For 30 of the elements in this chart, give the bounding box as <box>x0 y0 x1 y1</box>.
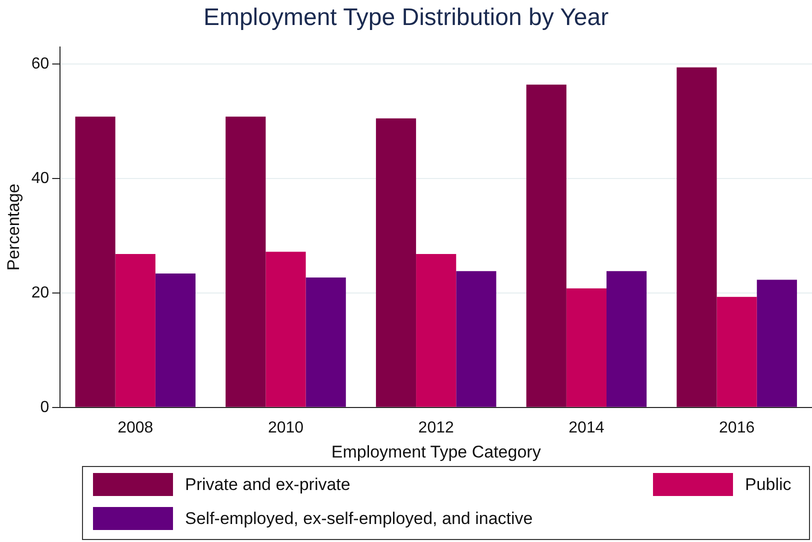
bar <box>606 271 647 407</box>
bar <box>306 277 346 407</box>
bar <box>75 116 116 407</box>
x-tick-label: 2012 <box>418 419 454 436</box>
bar <box>376 118 416 407</box>
bar <box>526 84 566 407</box>
chart-title: Employment Type Distribution by Year <box>203 4 609 32</box>
y-axis-title: Percentage <box>4 184 23 271</box>
bar <box>676 67 717 407</box>
bar <box>416 254 456 407</box>
y-tick-label: 60 <box>31 55 50 72</box>
bar <box>155 273 196 407</box>
legend-label: Public <box>745 474 792 494</box>
bar <box>266 252 306 407</box>
y-tick-label: 40 <box>31 170 50 187</box>
legend-label: Private and ex-private <box>185 474 350 494</box>
bar <box>756 280 797 407</box>
y-tick-label: 20 <box>31 284 50 302</box>
legend-label: Self-employed, ex-self-employed, and inactive <box>185 508 533 528</box>
bar <box>115 254 156 407</box>
x-axis-title: Employment Type Category <box>331 442 542 462</box>
bar <box>566 288 607 407</box>
bar <box>226 116 266 407</box>
y-tick-label: 0 <box>40 398 50 416</box>
x-tick-label: 2010 <box>268 419 304 436</box>
bar <box>456 271 496 407</box>
x-tick-label: 2014 <box>568 419 604 436</box>
x-tick-label: 2008 <box>118 419 154 436</box>
x-tick-label: 2016 <box>719 419 755 436</box>
bar <box>716 296 757 407</box>
